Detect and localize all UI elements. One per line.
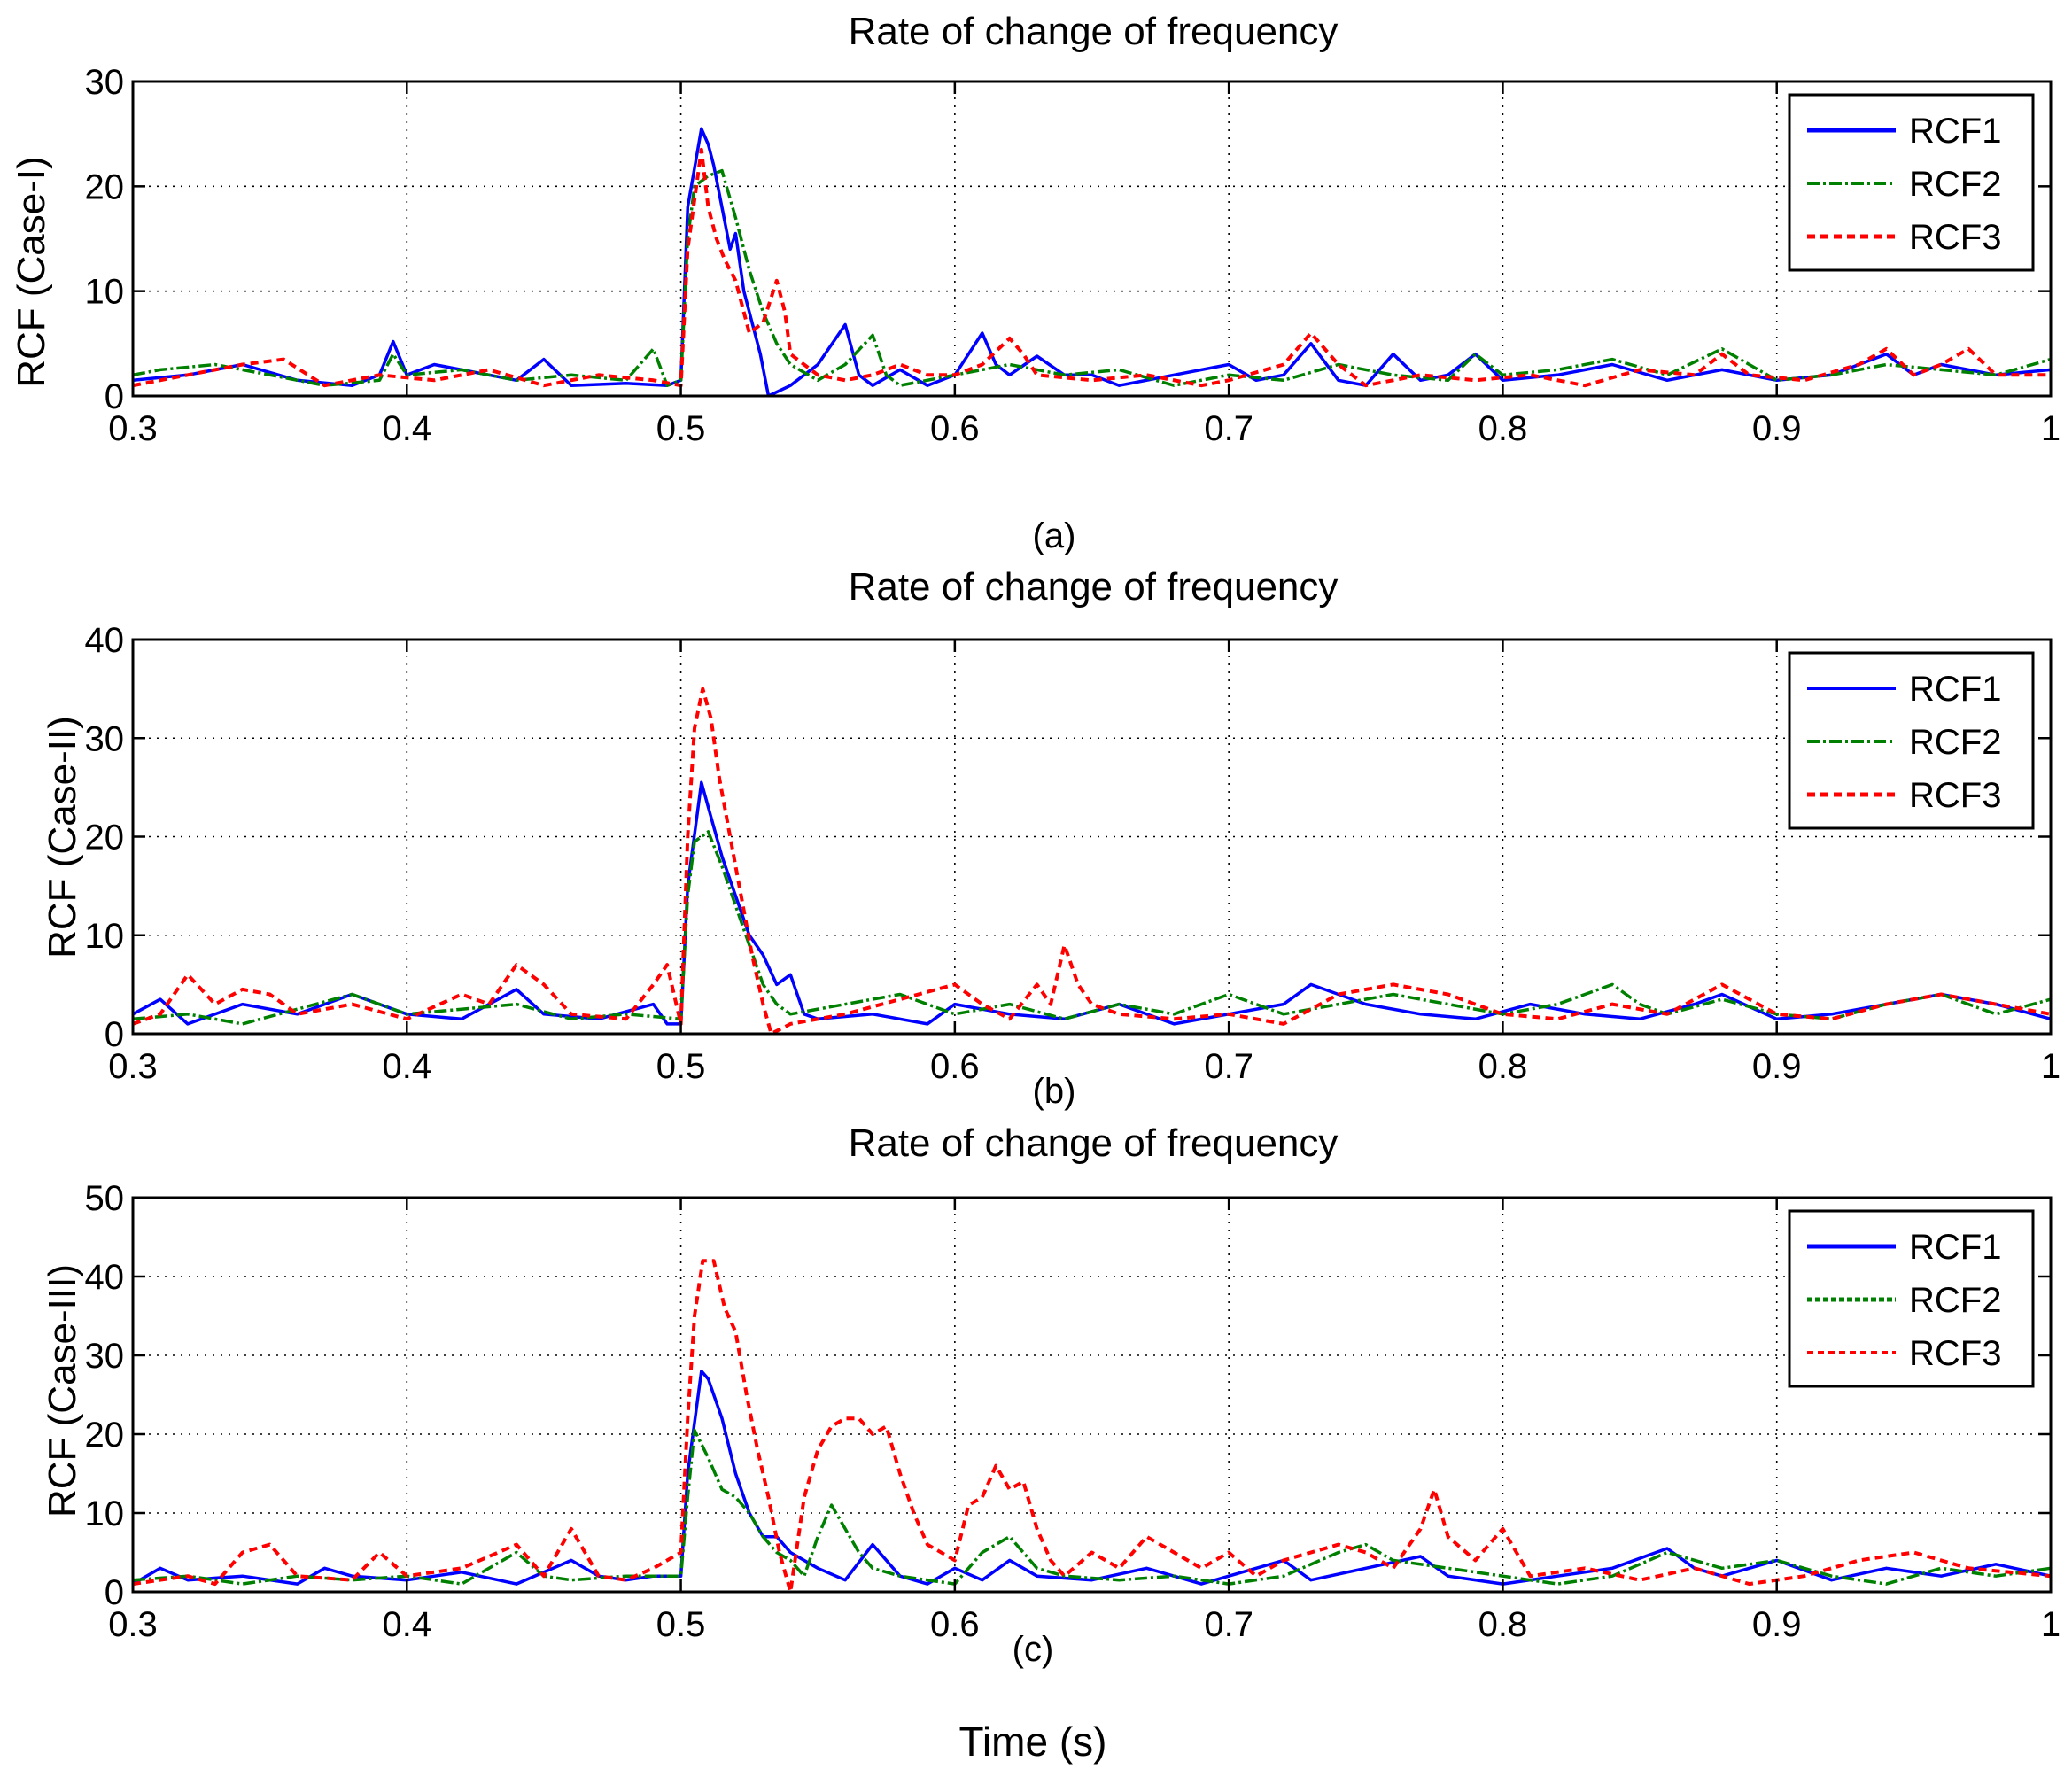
x-tick-label: 0.6 xyxy=(930,409,980,448)
panel-case-2: Rate of change of frequency 0.3 0.4 0.5 0.6… xyxy=(41,565,2060,1111)
y-tick-label: 40 xyxy=(85,621,125,660)
legend: RCF1 RCF2 RCF3 xyxy=(1788,1209,2035,1388)
x-tick-label: 0.6 xyxy=(930,1047,980,1086)
legend: RCF1 RCF2 RCF3 xyxy=(1788,651,2035,830)
x-tick-label: 0.4 xyxy=(382,409,431,448)
y-tick-label: 0 xyxy=(105,1573,124,1612)
legend-label-rcf2: RCF2 xyxy=(1909,723,2001,762)
panel-title: Rate of change of frequency xyxy=(849,565,1339,609)
axes-background xyxy=(133,81,2051,396)
y-tick-label: 40 xyxy=(85,1258,125,1297)
y-axis-label: RCF (Case-I) xyxy=(10,156,53,388)
x-tick-label: 1 xyxy=(2041,1047,2060,1086)
x-tick-label: 1 xyxy=(2041,1605,2060,1644)
x-tick-label: 0.3 xyxy=(108,1047,158,1086)
panel-caption: (b) xyxy=(1033,1072,1076,1111)
panel-title: Rate of change of frequency xyxy=(849,10,1339,53)
x-tick-label: 0.3 xyxy=(108,1605,158,1644)
legend: RCF1 RCF2 RCF3 xyxy=(1788,93,2035,272)
x-tick-label: 0.5 xyxy=(656,409,706,448)
panel-case-1: Rate of change of frequency 0.3 0.4 0.5 0.6… xyxy=(10,10,2060,555)
y-tick-label: 50 xyxy=(85,1179,125,1218)
series-line-rcf2 xyxy=(133,168,2051,387)
legend-label-rcf3: RCF3 xyxy=(1909,776,2001,815)
x-tick-label: 0.7 xyxy=(1204,1605,1253,1644)
panel-caption: (c) xyxy=(1013,1630,1054,1669)
x-axis-label: Time (s) xyxy=(959,1719,1107,1765)
series-line-rcf1 xyxy=(133,127,2051,396)
x-tick-label: 0.4 xyxy=(382,1047,431,1086)
x-tick-label: 0.4 xyxy=(382,1605,431,1644)
x-tick-label: 0.7 xyxy=(1204,409,1253,448)
x-tick-label: 0.9 xyxy=(1752,409,1802,448)
panel-title: Rate of change of frequency xyxy=(849,1121,1339,1165)
y-tick-label: 30 xyxy=(85,719,125,758)
legend-label-rcf3: RCF3 xyxy=(1909,1334,2001,1373)
axes-background xyxy=(133,1198,2051,1592)
legend-label-rcf1: RCF1 xyxy=(1909,670,2001,709)
x-tick-label: 0.6 xyxy=(930,1605,980,1644)
x-tick-label: 0.9 xyxy=(1752,1047,1802,1086)
series-line-rcf3 xyxy=(133,1259,2051,1592)
x-tick-label: 0.7 xyxy=(1204,1047,1253,1086)
y-tick-label: 0 xyxy=(105,1015,124,1054)
x-tick-label: 0.8 xyxy=(1478,1047,1528,1086)
series-line-rcf2 xyxy=(133,1428,2051,1586)
axes-frame xyxy=(131,80,2053,398)
y-tick-label: 20 xyxy=(85,819,125,857)
x-tick-label: 0.3 xyxy=(108,409,158,448)
y-tick-label: 10 xyxy=(85,1494,125,1533)
y-tick-label: 20 xyxy=(85,167,125,206)
legend-label-rcf1: RCF1 xyxy=(1909,1228,2001,1267)
legend-label-rcf3: RCF3 xyxy=(1909,218,2001,257)
y-tick-label: 30 xyxy=(85,1337,125,1376)
series-line-rcf3 xyxy=(133,147,2051,388)
y-axis-label: RCF (Case-III) xyxy=(41,1264,84,1517)
y-tick-label: 20 xyxy=(85,1416,125,1455)
y-tick-label: 0 xyxy=(105,377,124,416)
series-line-rcf3 xyxy=(133,687,2051,1034)
x-tick-label: 0.9 xyxy=(1752,1605,1802,1644)
panel-caption: (a) xyxy=(1033,516,1076,555)
x-tick-label: 1 xyxy=(2041,409,2060,448)
panel-case-3: Rate of change of frequency 0.3 0.4 0.5 0.6… xyxy=(41,1121,2060,1765)
y-tick-label: 30 xyxy=(85,63,125,102)
series-line-rcf1 xyxy=(133,1370,2051,1586)
x-tick-label: 0.5 xyxy=(656,1605,706,1644)
legend-label-rcf2: RCF2 xyxy=(1909,1281,2001,1320)
legend-label-rcf1: RCF1 xyxy=(1909,112,2001,151)
y-tick-label: 10 xyxy=(85,917,125,956)
legend-label-rcf2: RCF2 xyxy=(1909,165,2001,204)
y-tick-label: 10 xyxy=(85,273,125,312)
x-tick-label: 0.8 xyxy=(1478,1605,1528,1644)
y-axis-label: RCF (Case-II) xyxy=(41,716,84,958)
axes-frame xyxy=(131,1196,2053,1594)
x-tick-label: 0.5 xyxy=(656,1047,706,1086)
x-tick-label: 0.8 xyxy=(1478,409,1528,448)
